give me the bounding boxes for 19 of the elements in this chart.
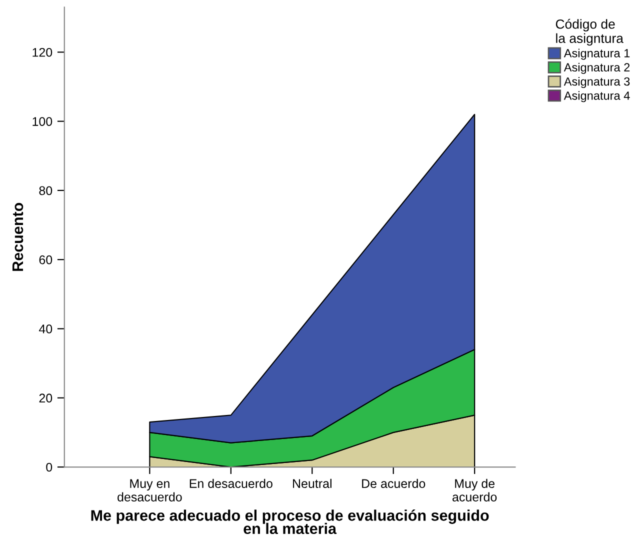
y-tick-label: 0: [46, 462, 52, 472]
legend-label: Asignatura 3: [564, 77, 630, 88]
y-tick-label: 100: [32, 117, 52, 126]
y-tick-label: 60: [39, 255, 52, 264]
legend-label: Asignatura 2: [564, 62, 630, 74]
y-tick-label: 80: [39, 186, 52, 196]
x-tick-label: Muy en desacuerdo: [118, 479, 182, 502]
y-tick-label: 40: [38, 324, 52, 334]
legend-title: Código de la asigntura: [556, 18, 624, 46]
x-axis-title: Me parece adecuado el proceso de evaluación seguido en la materia: [91, 510, 489, 534]
x-tick-label: Muy de acuerdo: [452, 478, 497, 502]
legend-label: Asignatura 1: [564, 48, 630, 60]
y-tick-label: 120: [32, 48, 52, 57]
y-axis-title: Recuento: [12, 202, 24, 271]
x-tick-label: Neutral: [293, 478, 332, 488]
x-tick-label: De acuerdo: [362, 478, 426, 488]
legend-label: Asignatura 4: [564, 91, 630, 102]
y-tick-label: 20: [39, 394, 52, 403]
x-tick-label: En desacuerdo: [190, 478, 272, 488]
